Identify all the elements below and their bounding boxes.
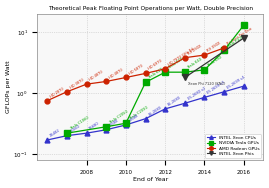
AMD Radeon GPUs bbox=[46, 100, 49, 102]
Line: NVIDIA Tesla GPUs: NVIDIA Tesla GPUs bbox=[64, 22, 247, 136]
INTEL Xeon CPUs bbox=[85, 132, 88, 134]
NVIDIA Tesla GPUs bbox=[222, 49, 226, 52]
Text: X5482: X5482 bbox=[49, 128, 61, 138]
INTEL Xeon CPUs bbox=[46, 139, 49, 141]
Text: HD 4870: HD 4870 bbox=[108, 67, 124, 79]
Title: Theoretical Peak Floating Point Operations per Watt, Double Precision: Theoretical Peak Floating Point Operatio… bbox=[48, 6, 253, 11]
AMD Radeon GPUs bbox=[85, 83, 88, 85]
AMD Radeon GPUs bbox=[164, 68, 167, 70]
Text: x2680: x2680 bbox=[128, 113, 140, 123]
Text: HD 3870: HD 3870 bbox=[69, 78, 84, 90]
INTEL Xeon CPUs bbox=[124, 124, 128, 126]
Line: INTEL Xeon CPUs: INTEL Xeon CPUs bbox=[45, 84, 246, 143]
AMD Radeon GPUs bbox=[203, 54, 206, 56]
INTEL Xeon Phis bbox=[183, 76, 186, 79]
AMD Radeon GPUs bbox=[124, 76, 128, 79]
INTEL Xeon CPUs bbox=[203, 96, 206, 99]
Text: R9 290X: R9 290X bbox=[187, 44, 202, 56]
INTEL Xeon CPUs bbox=[222, 91, 226, 93]
Text: Tesla C2090: Tesla C2090 bbox=[128, 106, 148, 121]
NVIDIA Tesla GPUs bbox=[65, 132, 69, 134]
INTEL Xeon CPUs bbox=[242, 85, 245, 87]
Text: E5-2680: E5-2680 bbox=[148, 105, 162, 117]
Y-axis label: GFLOPs per Watt: GFLOPs per Watt bbox=[6, 61, 10, 113]
Text: Tesla P100: Tesla P100 bbox=[226, 35, 245, 48]
Line: AMD Radeon GPUs: AMD Radeon GPUs bbox=[45, 45, 226, 103]
INTEL Xeon CPUs bbox=[65, 135, 69, 137]
Text: HD 4870: HD 4870 bbox=[89, 70, 104, 82]
NVIDIA Tesla GPUs bbox=[183, 71, 186, 73]
Text: E5 2699 v3: E5 2699 v3 bbox=[207, 81, 226, 95]
Text: Radeon Pro Duo: Radeon Pro Duo bbox=[226, 27, 253, 46]
AMD Radeon GPUs bbox=[105, 80, 108, 83]
AMD Radeon GPUs bbox=[144, 72, 147, 74]
Text: Tesla K20: Tesla K20 bbox=[148, 68, 164, 80]
NVIDIA Tesla GPUs bbox=[203, 69, 206, 71]
Text: X5680: X5680 bbox=[89, 121, 101, 131]
Text: Tesla K80: Tesla K80 bbox=[207, 55, 223, 68]
Text: Tesla C2050: Tesla C2050 bbox=[108, 109, 129, 125]
AMD Radeon GPUs bbox=[183, 57, 186, 59]
NVIDIA Tesla GPUs bbox=[105, 126, 108, 128]
Text: HD 7970 GHz Ed: HD 7970 GHz Ed bbox=[167, 47, 195, 67]
INTEL Xeon Phis bbox=[242, 37, 245, 39]
Text: Tesla K20x: Tesla K20x bbox=[167, 56, 186, 70]
INTEL Xeon CPUs bbox=[105, 129, 108, 131]
NVIDIA Tesla GPUs bbox=[164, 71, 167, 73]
NVIDIA Tesla GPUs bbox=[242, 24, 245, 26]
INTEL Xeon CPUs bbox=[164, 108, 167, 110]
AMD Radeon GPUs bbox=[65, 91, 69, 93]
AMD Radeon GPUs bbox=[222, 47, 226, 49]
Text: HD 6970: HD 6970 bbox=[148, 59, 163, 71]
X-axis label: End of Year: End of Year bbox=[133, 177, 168, 182]
Line: INTEL Xeon Phis: INTEL Xeon Phis bbox=[182, 35, 247, 80]
Text: Tesla K40: Tesla K40 bbox=[187, 58, 203, 70]
Text: E5-2680 v2: E5-2680 v2 bbox=[187, 87, 206, 101]
Text: R9 390X: R9 390X bbox=[207, 41, 222, 53]
NVIDIA Tesla GPUs bbox=[124, 122, 128, 124]
INTEL Xeon CPUs bbox=[144, 118, 147, 120]
Text: E5-2699 v4: E5-2699 v4 bbox=[226, 75, 246, 90]
Text: Xeon Phi 7120 (KNC): Xeon Phi 7120 (KNC) bbox=[187, 82, 225, 86]
NVIDIA Tesla GPUs bbox=[144, 81, 147, 83]
Legend: INTEL Xeon CPUs, NVIDIA Tesla GPUs, AMD Radeon GPUs, INTEL Xeon Phis: INTEL Xeon CPUs, NVIDIA Tesla GPUs, AMD … bbox=[206, 134, 261, 158]
Text: x2680: x2680 bbox=[108, 118, 120, 128]
Text: E5-2680: E5-2680 bbox=[167, 95, 182, 107]
INTEL Xeon CPUs bbox=[183, 102, 186, 104]
Text: Tesla C1060: Tesla C1060 bbox=[69, 116, 89, 131]
Text: HD 5870: HD 5870 bbox=[128, 63, 143, 75]
Text: X5560: X5560 bbox=[69, 124, 81, 134]
Text: HD 2870: HD 2870 bbox=[49, 87, 65, 99]
